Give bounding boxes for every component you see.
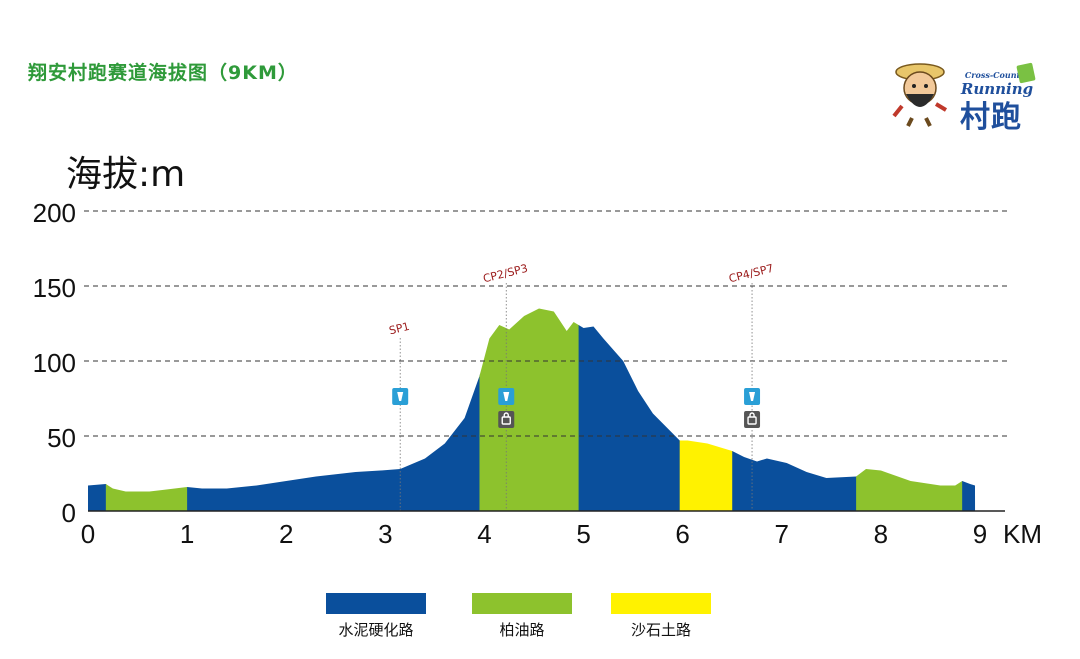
- x-tick-label-4: 4: [477, 519, 491, 549]
- chart-title: 翔安村跑赛道海拔图（9KM）: [28, 62, 298, 84]
- legend-item-asphalt: 柏油路: [472, 593, 572, 640]
- logo-english-top: Cross-Country: [964, 70, 1030, 80]
- surface-segment-1: [105, 308, 188, 511]
- legend-label-gravel: 沙石土路: [630, 621, 691, 639]
- surface-segment-8: [962, 308, 976, 511]
- water-station-icon-glyph: [397, 392, 404, 401]
- logo-english-main: Running: [960, 80, 1034, 98]
- cross-country-running-logo: Cross-Country Running 村跑: [886, 50, 1046, 135]
- surface-segment-2: [187, 308, 481, 511]
- x-tick-label-3: 3: [378, 519, 392, 549]
- y-tick-label-100: 100: [33, 348, 76, 378]
- y-tick-label-200: 200: [33, 198, 76, 228]
- surface-segment-4: [578, 308, 681, 511]
- checkpoint-icon-glyph: [747, 416, 757, 425]
- marker-label-0: SP1: [388, 320, 411, 338]
- y-tick-label-50: 50: [47, 423, 76, 453]
- x-tick-label-9: 9: [973, 519, 987, 549]
- marker-label-1: CP2/SP3: [482, 262, 529, 286]
- surface-segment-6: [732, 308, 857, 511]
- checkpoint-icon-glyph: [749, 412, 755, 417]
- marker-label-2: CP4/SP7: [727, 262, 774, 286]
- x-tick-label-7: 7: [775, 519, 789, 549]
- x-tick-label-0: 0: [81, 519, 95, 549]
- checkpoint-icon-glyph: [503, 412, 509, 417]
- logo-english-text: Cross-Country Running: [956, 68, 1038, 98]
- legend-swatch-cement: [326, 593, 426, 614]
- surface-segment-0: [88, 308, 107, 511]
- water-station-icon-glyph: [749, 392, 756, 401]
- legend-item-gravel: 沙石土路: [611, 593, 711, 640]
- surface-segment-3: [479, 308, 580, 511]
- y-axis-label: 海拔:m: [66, 154, 186, 195]
- x-tick-label-8: 8: [874, 519, 888, 549]
- surface-segment-5: [679, 308, 733, 511]
- legend-label-asphalt: 柏油路: [499, 621, 545, 639]
- x-tick-label-2: 2: [279, 519, 293, 549]
- logo-chinese-text: 村跑: [960, 100, 1022, 135]
- legend-item-cement: 水泥硬化路: [326, 593, 426, 640]
- x-tick-label-1: 1: [180, 519, 194, 549]
- y-tick-label-0: 0: [62, 498, 76, 528]
- legend-swatch-gravel: [611, 593, 711, 614]
- mascot-icon: [892, 63, 948, 127]
- water-station-icon-glyph: [503, 392, 510, 401]
- x-axis-unit: KM: [1003, 519, 1042, 549]
- checkpoint-icon-glyph: [501, 416, 511, 425]
- legend-swatch-asphalt: [472, 593, 572, 614]
- surface-segment-7: [856, 308, 963, 511]
- legend-label-cement: 水泥硬化路: [338, 621, 414, 639]
- x-tick-label-5: 5: [576, 519, 590, 549]
- x-tick-label-6: 6: [675, 519, 689, 549]
- y-tick-label-150: 150: [33, 273, 76, 303]
